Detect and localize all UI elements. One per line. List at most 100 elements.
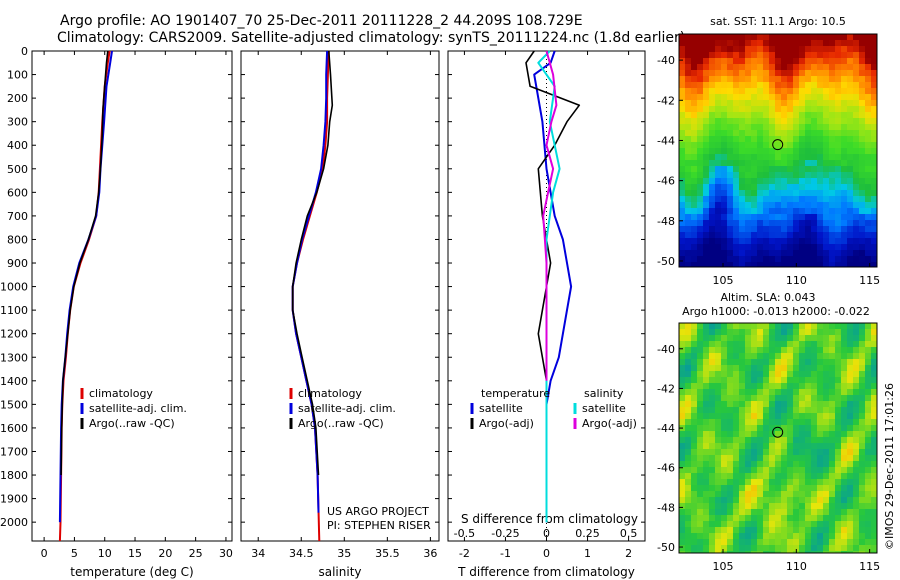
map-cell: [775, 521, 782, 528]
map-cell: [859, 76, 866, 83]
map-cell: [865, 202, 872, 209]
map-cell: [859, 94, 866, 101]
map-cell: [817, 256, 824, 263]
map-cell: [751, 461, 758, 468]
map-cell: [763, 515, 770, 522]
map-cell: [799, 395, 806, 402]
map-cell: [811, 329, 818, 336]
y-tick-label: 1800: [0, 469, 28, 482]
map-cell: [721, 124, 728, 131]
map-cell: [691, 160, 698, 167]
map-cell: [811, 449, 818, 456]
map-cell: [817, 196, 824, 203]
map-cell: [697, 34, 704, 41]
map-cell: [757, 34, 764, 41]
map-cell: [799, 407, 806, 414]
map-cell: [829, 365, 836, 372]
map-cell: [829, 521, 836, 528]
map-cell: [811, 190, 818, 197]
map-cell: [805, 40, 812, 47]
map-cell: [817, 88, 824, 95]
map-cell: [775, 136, 782, 143]
map-cell: [853, 515, 860, 522]
map-cell: [859, 166, 866, 173]
map-cell: [847, 244, 854, 251]
map-cell: [745, 88, 752, 95]
map-cell: [733, 100, 740, 107]
map-cell: [685, 100, 692, 107]
map-cell: [787, 329, 794, 336]
map-cell: [871, 443, 877, 450]
map-cell: [865, 359, 872, 366]
map-cell: [685, 329, 692, 336]
map-cell: [805, 220, 812, 227]
map-cell: [841, 64, 848, 71]
map-cell: [679, 401, 686, 408]
map-cell: [739, 395, 746, 402]
map-cell: [811, 88, 818, 95]
map-cell: [721, 70, 728, 77]
map-cell: [823, 467, 830, 474]
map-cell: [823, 353, 830, 360]
map-cell: [733, 365, 740, 372]
map-cell: [757, 136, 764, 143]
map-cell: [691, 491, 698, 498]
map-cell: [727, 443, 734, 450]
map-cell: [835, 52, 842, 59]
map-cell: [775, 100, 782, 107]
map-cell: [733, 154, 740, 161]
map-cell: [853, 208, 860, 215]
map-cell: [709, 226, 716, 233]
map-cell: [817, 226, 824, 233]
map-cell: [703, 88, 710, 95]
map-cell: [865, 437, 872, 444]
map-cell: [805, 455, 812, 462]
map-cell: [817, 491, 824, 498]
map-cell: [691, 178, 698, 185]
map-cell: [787, 166, 794, 173]
map-cell: [679, 359, 686, 366]
map-cell: [841, 443, 848, 450]
map-cell: [781, 509, 788, 516]
map-cell: [775, 148, 782, 155]
map-cell: [739, 148, 746, 155]
map-cell: [817, 341, 824, 348]
map-cell: [757, 244, 764, 251]
map-cell: [793, 160, 800, 167]
map-cell: [811, 142, 818, 149]
map-cell: [835, 533, 842, 540]
map-cell: [817, 166, 824, 173]
map-cell: [823, 166, 830, 173]
map-cell: [805, 473, 812, 480]
map-cell: [685, 365, 692, 372]
map-cell: [853, 359, 860, 366]
map-cell: [787, 425, 794, 432]
map-cell: [679, 190, 686, 197]
map-cell: [709, 58, 716, 65]
map-cell: [799, 124, 806, 131]
map-cell: [721, 184, 728, 191]
map-cell: [685, 34, 692, 41]
map-cell: [727, 124, 734, 131]
map-cell: [685, 184, 692, 191]
map-cell: [757, 497, 764, 504]
map-y-tick-label: -50: [657, 541, 675, 554]
map-cell: [841, 46, 848, 53]
map-cell: [727, 395, 734, 402]
map-cell: [835, 473, 842, 480]
map-cell: [733, 551, 740, 553]
map-cell: [793, 533, 800, 540]
map-cell: [817, 407, 824, 414]
map-cell: [793, 46, 800, 53]
map-cell: [697, 371, 704, 378]
project-annotation: US ARGO PROJECT: [327, 505, 429, 518]
map-cell: [703, 485, 710, 492]
map-cell: [703, 521, 710, 528]
map-cell: [751, 202, 758, 209]
map-cell: [829, 214, 836, 221]
map-cell: [823, 545, 830, 552]
map-cell: [757, 262, 764, 267]
map-cell: [721, 238, 728, 245]
map-cell: [727, 118, 734, 125]
map-cell: [835, 244, 842, 251]
